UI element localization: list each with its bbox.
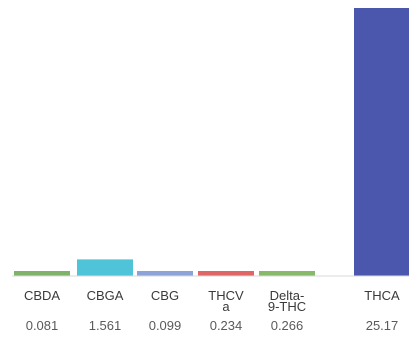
category-labels: CBDA CBGA CBG THCV a Delta-9-THC THCA: [24, 288, 400, 314]
category-label-delta-9-thc: Delta-9-THC: [268, 288, 306, 314]
category-label-cbda: CBDA: [24, 288, 60, 303]
bar-delta-9-thc: [259, 271, 315, 276]
value-label-cbga: 1.561: [89, 318, 122, 333]
value-label-delta-9-thc: 0.266: [271, 318, 304, 333]
value-label-cbg: 0.099: [149, 318, 182, 333]
category-label-thca: THCA: [364, 288, 400, 303]
bar-thca: [354, 8, 409, 276]
bar-thcva: [198, 271, 254, 276]
value-labels: 0.081 1.561 0.099 0.234 0.266 25.17: [26, 318, 399, 333]
value-label-thcva: 0.234: [210, 318, 243, 333]
value-label-thca: 25.17: [366, 318, 399, 333]
bar-cbg: [137, 271, 193, 276]
bar-cbga: [77, 259, 133, 276]
bars-layer: [14, 8, 409, 276]
value-label-cbda: 0.081: [26, 318, 59, 333]
category-label-cbga: CBGA: [87, 288, 124, 303]
category-label-cbg: CBG: [151, 288, 179, 303]
bar-cbda: [14, 271, 70, 276]
category-label-thcva: THCV a: [208, 288, 244, 314]
